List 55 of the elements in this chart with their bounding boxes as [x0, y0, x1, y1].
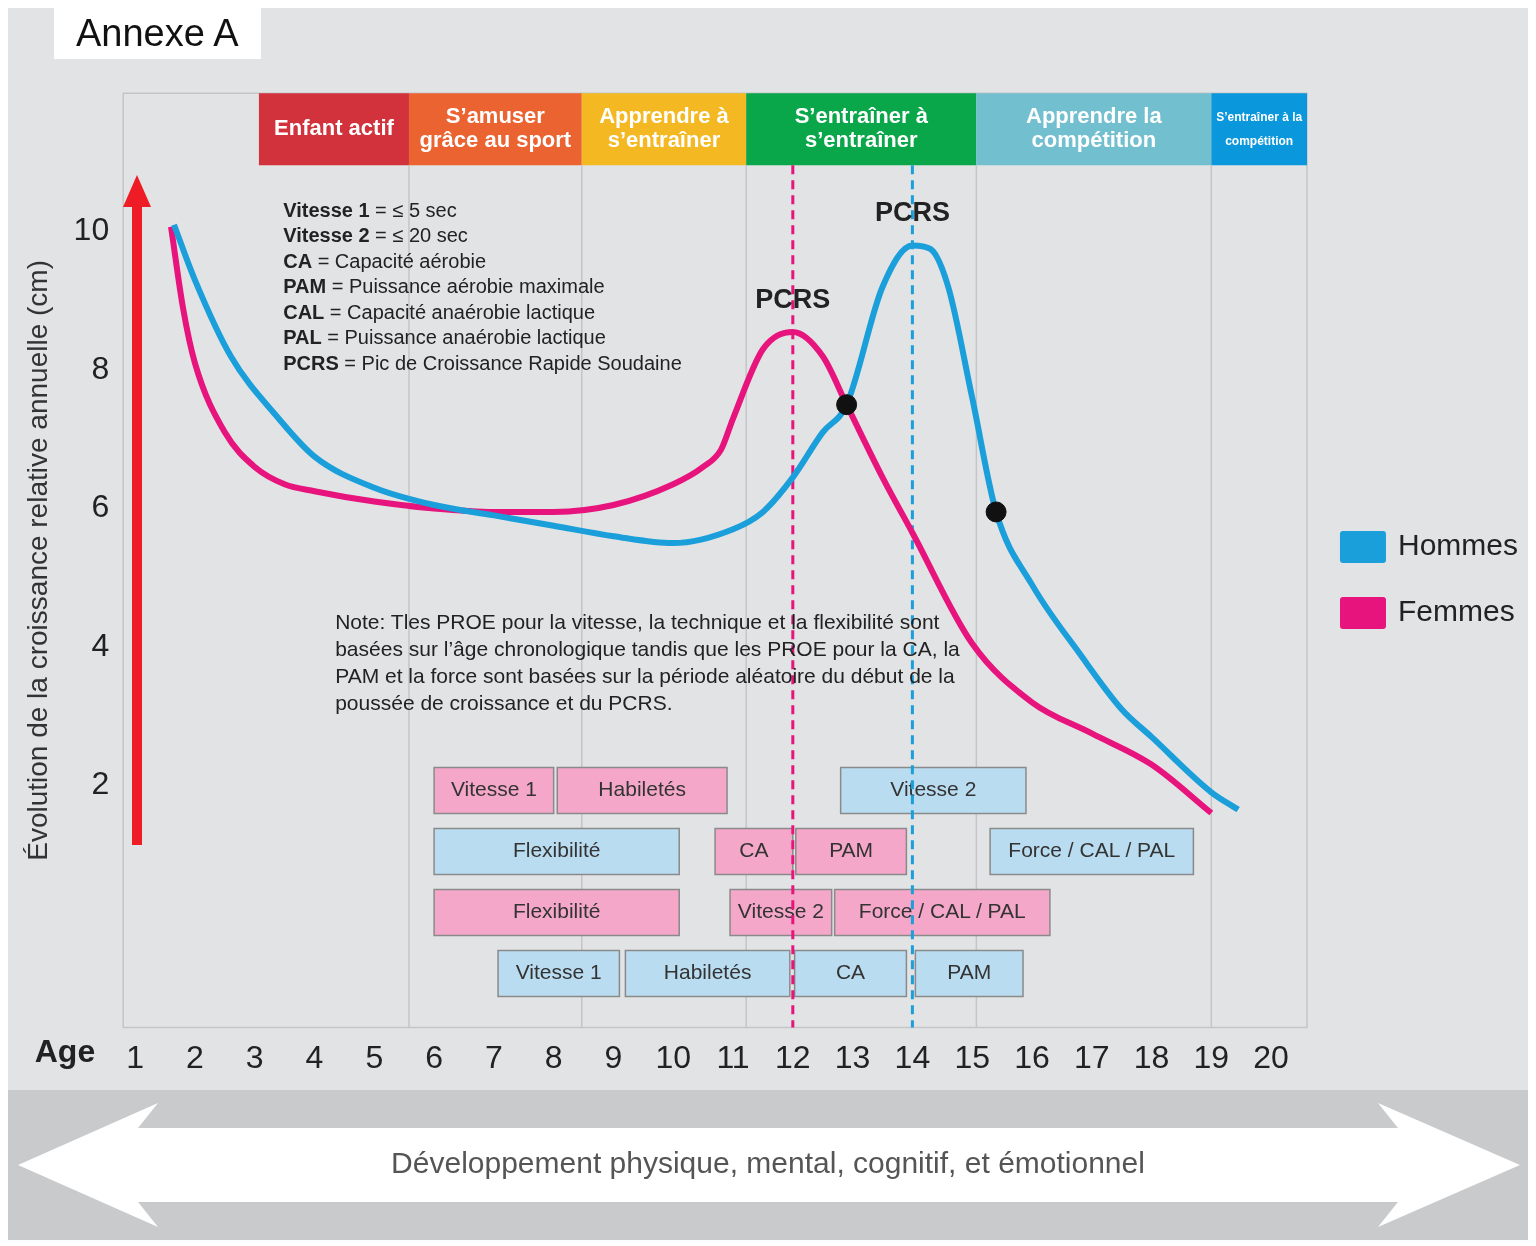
y-tick-label: 4 [91, 626, 110, 663]
x-axis-title: Age [34, 1033, 96, 1070]
band-label: S’amuser grâce au sport [419, 103, 572, 153]
y-tick-label: 8 [91, 349, 110, 386]
x-tick-label: 4 [305, 1038, 324, 1075]
y-tick-label: 6 [91, 488, 110, 525]
legend-label: Femmes [1397, 594, 1515, 628]
x-tick-label: 14 [894, 1038, 931, 1075]
legend-label: Hommes [1397, 528, 1518, 562]
x-tick-label: 5 [365, 1038, 384, 1075]
band-label: PAM [829, 838, 874, 862]
x-tick-label: 2 [186, 1038, 204, 1075]
band-label: Habiletés [598, 777, 686, 801]
x-tick-label: 12 [775, 1038, 811, 1075]
annotation: PCRS [874, 197, 950, 228]
band-label: S’entraîner à la compétition [1216, 109, 1303, 148]
band-label: Habiletés [663, 960, 752, 984]
band-label: Vitesse 2 [737, 899, 824, 923]
band-label: Apprendre la compétition [1025, 103, 1163, 153]
band-label: CA [739, 838, 769, 862]
y-tick-label: 2 [91, 765, 110, 802]
chart-title: Annexe A [54, 8, 261, 59]
x-tick-label: 3 [245, 1038, 264, 1075]
band-label: Vitesse 2 [890, 777, 977, 801]
x-tick-label: 11 [716, 1038, 750, 1075]
text: Développement physique, mental, cognitif, et émotionnel [390, 1146, 1146, 1180]
x-tick-label: 13 [834, 1038, 871, 1075]
x-tick-label: 8 [544, 1038, 563, 1075]
x-tick-label: 6 [425, 1038, 443, 1075]
text: Vitesse 1 = ≤ 5 sec Vitesse 2 = ≤ 20 sec CA = Capacité aérobie PAM = Puissance aérobie maximale CAL = Capacité anaérobie lactique PAL = Puissance anaérobie lactique PCRS = Pic de Croissance Rapide Soudaine [283, 198, 682, 374]
y-tick-label: 10 [73, 211, 110, 248]
band-label: Vitesse 1 [515, 960, 602, 984]
band-label: Enfant actif [274, 115, 395, 141]
x-tick-label: 9 [604, 1038, 623, 1075]
annotation: PCRS [755, 283, 831, 314]
x-tick-label: 20 [1253, 1038, 1289, 1075]
band-label: Force / CAL / PAL [1008, 838, 1176, 862]
band-label: Apprendre à s’entraîner [599, 103, 730, 153]
band-label: S’entraîner à s’entraîner [794, 103, 929, 153]
x-tick-label: 1 [126, 1038, 145, 1075]
band-label: Force / CAL / PAL [858, 899, 1026, 923]
x-tick-label: 19 [1193, 1038, 1230, 1075]
band-label: PAM [947, 960, 992, 984]
x-tick-label: 7 [484, 1038, 503, 1075]
x-tick-label: 15 [954, 1038, 990, 1075]
band-label: Vitesse 1 [450, 777, 537, 801]
band-label: CA [835, 960, 866, 984]
band-label: Flexibilité [512, 838, 601, 862]
band-label: Flexibilité [512, 899, 601, 923]
x-tick-label: 17 [1073, 1038, 1110, 1075]
annotation: Note: Tles PROE pour la vitesse, la technique et la flexibilité sont basées sur l’âge chronologique tandis que les PROE pour la CA, la PAM et la force sont basées sur la période aléatoire du début de la poussée de croissance et du PCRS. [335, 610, 961, 714]
x-tick-label: 18 [1133, 1038, 1170, 1075]
y-axis-title: Évolution de la croissance relative annuelle (cm) [21, 260, 53, 861]
x-tick-label: 16 [1014, 1038, 1050, 1075]
x-tick-label: 10 [655, 1038, 692, 1075]
